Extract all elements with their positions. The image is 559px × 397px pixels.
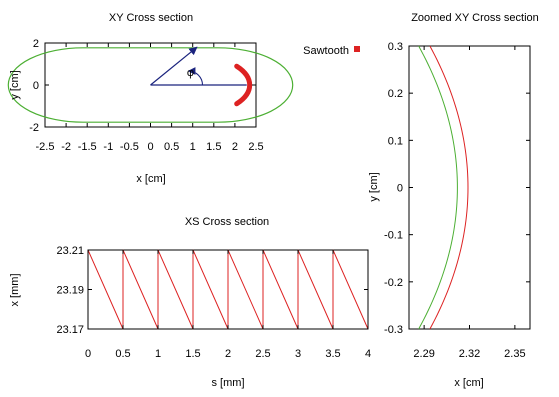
xs-title: XS Cross section [185, 216, 269, 228]
zoom-ytick-label: 0 [397, 183, 403, 195]
zoom-xtick-label: 2.32 [459, 348, 480, 360]
xs-xtick-label: 0 [85, 348, 91, 360]
legend-label: Sawtooth [303, 45, 349, 57]
sawtooth-line [87, 249, 369, 330]
zoom-ticks: 2.29 2.32 2.35 0.3 0.2 0.1 0 -0.1 -0.2 -0.3 [384, 41, 530, 360]
xy-panel: XY Cross section φ -2.5 -2 -1.5 -1 -0.5 0 0.5 1… [7, 12, 360, 185]
zoom-xtick-label: 2.35 [504, 348, 525, 360]
zoom-frame [408, 45, 531, 330]
zoom-title: Zoomed XY Cross section [411, 12, 539, 24]
zoom-ytick-label: -0.3 [384, 324, 403, 336]
xs-xtick-label: 3.5 [325, 348, 340, 360]
zoom-red-curve [429, 45, 469, 330]
zoom-xlabel: x [cm] [454, 377, 483, 389]
legend-swatch [354, 46, 360, 52]
xy-plot-area: φ [7, 42, 294, 128]
xs-ticks: 0 0.5 1 1.5 2 2.5 3 3.5 4 23.21 23.19 23.17 [56, 245, 371, 360]
xs-xtick-label: 0.5 [115, 348, 130, 360]
phi-radius-arrow [150, 46, 198, 86]
xy-ytick-label: 2 [33, 38, 39, 50]
zoom-ytick-label: -0.1 [384, 230, 403, 242]
zoom-green-curve [418, 45, 458, 330]
xs-xtick-label: 3 [295, 348, 301, 360]
zoom-ytick-label: 0.3 [388, 41, 403, 53]
zoom-ytick-label: 0.2 [388, 88, 403, 100]
xy-ytick-label: -2 [29, 122, 39, 134]
stadium-outline [7, 47, 294, 123]
xs-ytick-label: 23.21 [56, 245, 84, 257]
phi-label: φ [187, 67, 194, 79]
xs-panel: XS Cross section 0 0.5 1 1.5 2 2.5 3 3.5 4 23.21 2… [9, 216, 371, 389]
xy-xtick-label: 1.5 [206, 141, 221, 153]
legend: Sawtooth [303, 45, 360, 57]
xs-ytick-label: 23.17 [56, 324, 84, 336]
xs-xlabel: s [mm] [212, 377, 245, 389]
zoom-panel: Zoomed XY Cross section 2.29 2.32 2.35 0.3 0… [368, 12, 539, 389]
xy-title: XY Cross section [109, 12, 193, 24]
xy-ticks: -2.5 -2 -1.5 -1 -0.5 0 0.5 1 1.5 2 2.5 2 0 -2 [29, 38, 263, 153]
xs-xtick-label: 1.5 [185, 348, 200, 360]
xy-xtick-label: -2.5 [36, 141, 55, 153]
zoom-ylabel: y [cm] [368, 172, 380, 201]
phi-angle-arc [187, 67, 204, 86]
xy-xtick-label: -1.5 [78, 141, 97, 153]
xy-xtick-label: 2.5 [248, 141, 263, 153]
zoom-plot-area [408, 45, 531, 330]
xs-xtick-label: 2.5 [255, 348, 270, 360]
xy-xlabel: x [cm] [136, 173, 165, 185]
xy-xtick-label: 2 [232, 141, 238, 153]
zoom-ytick-label: 0.1 [388, 135, 403, 147]
sawtooth-arc [234, 63, 253, 107]
xs-plot-area [87, 249, 369, 330]
xy-xtick-label: -1 [103, 141, 113, 153]
xs-ylabel: x [mm] [9, 274, 21, 307]
zoom-ytick-label: -0.2 [384, 277, 403, 289]
xy-xtick-label: 1 [190, 141, 196, 153]
xs-xtick-label: 1 [155, 348, 161, 360]
xs-xtick-label: 4 [365, 348, 371, 360]
xy-xtick-label: -0.5 [120, 141, 139, 153]
xy-xtick-label: 0 [147, 141, 153, 153]
xy-xtick-label: 0.5 [164, 141, 179, 153]
xy-xtick-label: -2 [61, 141, 71, 153]
xy-ylabel: y [cm] [9, 70, 21, 99]
xy-ytick-label: 0 [33, 80, 39, 92]
xs-ytick-label: 23.19 [56, 285, 84, 297]
xs-xtick-label: 2 [225, 348, 231, 360]
zoom-xtick-label: 2.29 [413, 348, 434, 360]
